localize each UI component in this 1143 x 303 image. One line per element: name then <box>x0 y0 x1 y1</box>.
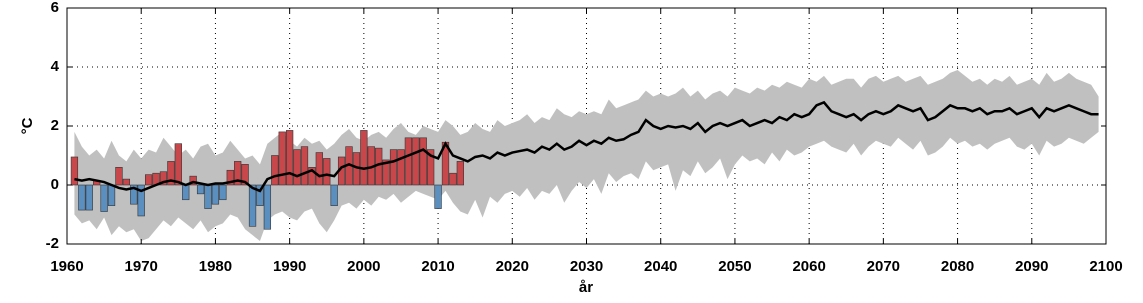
x-tick-label: 2010 <box>421 258 454 275</box>
anomaly-bar <box>360 130 368 186</box>
anomaly-bar <box>449 172 457 186</box>
anomaly-bar <box>159 171 168 186</box>
anomaly-bar <box>182 184 190 201</box>
anomaly-bar <box>189 175 197 186</box>
anomaly-bar <box>78 184 86 211</box>
anomaly-bar <box>286 130 294 186</box>
anomaly-bar <box>137 184 145 217</box>
y-tick-label: 4 <box>51 58 60 75</box>
anomaly-bar <box>248 184 257 227</box>
anomaly-bar <box>271 155 279 186</box>
x-tick-label: 2040 <box>644 258 677 275</box>
anomaly-bar <box>174 143 182 186</box>
x-tick-label: 2100 <box>1089 258 1122 275</box>
anomaly-bar <box>427 149 435 186</box>
anomaly-bar <box>122 178 131 186</box>
y-tick-label: 2 <box>51 117 59 134</box>
anomaly-bar <box>434 184 442 209</box>
y-tick-label: 6 <box>51 0 59 16</box>
x-axis-label: år <box>579 279 593 296</box>
y-axis-label: °C <box>19 117 36 134</box>
anomaly-bar <box>85 184 93 211</box>
anomaly-bar <box>293 149 301 186</box>
range-band <box>74 69 1099 242</box>
anomaly-bar <box>204 184 212 209</box>
anomaly-bar <box>300 146 309 186</box>
anomaly-bar <box>308 167 316 186</box>
anomaly-bar <box>70 156 79 186</box>
x-tick-label: 1970 <box>125 258 158 275</box>
anomaly-bar <box>278 131 286 186</box>
anomaly-bar <box>107 184 116 206</box>
anomaly-bar <box>144 174 153 186</box>
anomaly-bar <box>219 184 227 201</box>
anomaly-bar <box>234 161 242 186</box>
x-tick-label: 2050 <box>718 258 751 275</box>
x-tick-label: 2090 <box>1015 258 1048 275</box>
anomaly-bar <box>456 161 464 186</box>
x-tick-label: 2070 <box>867 258 900 275</box>
x-tick-label: 2080 <box>941 258 974 275</box>
anomaly-bar <box>323 158 331 186</box>
anomaly-bar <box>115 167 123 186</box>
x-tick-label: 2020 <box>496 258 529 275</box>
anomaly-bar <box>226 169 234 186</box>
anomaly-bar <box>389 149 398 186</box>
x-tick-label: 1990 <box>273 258 306 275</box>
anomaly-bar <box>315 152 323 186</box>
anomaly-bar <box>130 184 138 205</box>
anomaly-bar <box>397 149 405 186</box>
anomaly-bar <box>241 164 249 186</box>
plot-frame <box>66 7 1107 245</box>
anomaly-bar <box>167 161 175 186</box>
anomaly-bar <box>330 184 338 206</box>
y-tick-label: -2 <box>46 235 59 252</box>
x-tick-label: 2000 <box>347 258 380 275</box>
anomaly-bar <box>412 137 420 186</box>
anomaly-bar <box>419 137 427 186</box>
x-tick-label: 2060 <box>792 258 825 275</box>
median-line <box>74 100 1099 193</box>
anomaly-bar <box>382 159 390 186</box>
y-tick-label: 0 <box>51 176 59 193</box>
x-tick-label: 1960 <box>50 258 83 275</box>
anomaly-bar <box>196 184 205 195</box>
x-tick-label: 1980 <box>199 258 232 275</box>
anomaly-bar <box>100 184 108 212</box>
anomaly-bar <box>404 137 413 186</box>
anomaly-bar <box>211 184 220 205</box>
anomaly-bar <box>256 184 264 206</box>
anomaly-bar <box>263 184 272 230</box>
x-tick-label: 2030 <box>570 258 603 275</box>
